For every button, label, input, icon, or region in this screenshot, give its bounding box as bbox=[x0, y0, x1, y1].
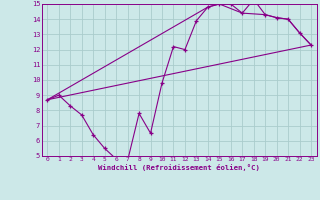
X-axis label: Windchill (Refroidissement éolien,°C): Windchill (Refroidissement éolien,°C) bbox=[98, 164, 260, 171]
